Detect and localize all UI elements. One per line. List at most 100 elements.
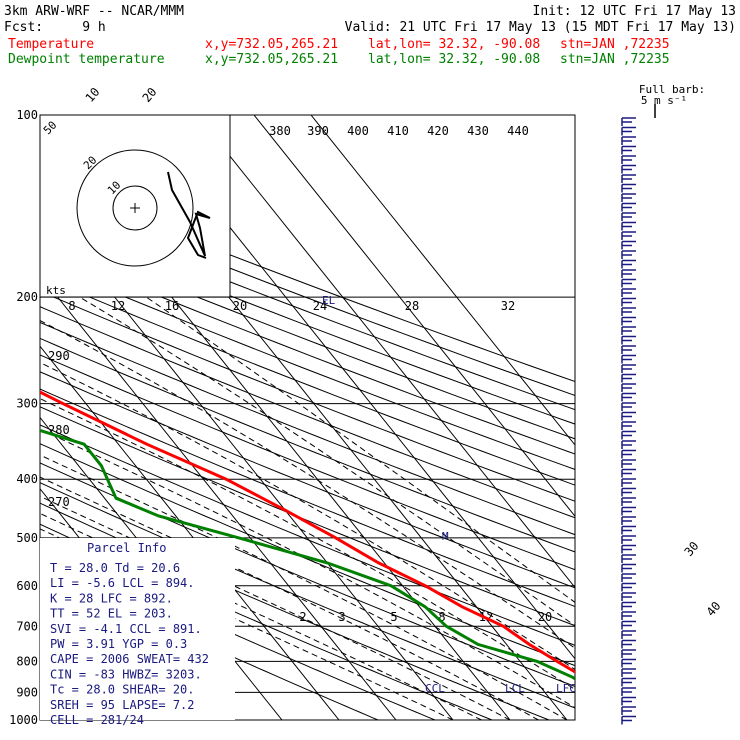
dry-adiabat	[40, 246, 575, 455]
pressure-label: 100	[16, 108, 38, 122]
hodograph-trace	[167, 171, 211, 259]
mixing-ratio-label: 2	[299, 610, 306, 624]
lcl-annotation: LCL	[505, 682, 525, 695]
pressure-label: 700	[16, 619, 38, 633]
legend-dewpoint-label: Dewpoint temperature	[8, 52, 165, 67]
dry-adiabat	[40, 275, 575, 486]
legend-temperature-stn: stn=JAN ,72235	[560, 37, 670, 52]
init-time: Init: 12 UTC Fri 17 May 13	[533, 4, 737, 19]
isotherm	[40, 345, 340, 720]
temperature-line	[40, 390, 575, 674]
parcel-info-row: T = 28.0 Td = 20.6	[50, 561, 180, 575]
forecast-hour: Fcst: 9 h	[4, 20, 106, 35]
pressure-label: 1000	[9, 713, 38, 727]
parcel-info-row: K = 28 LFC = 892.	[50, 591, 173, 605]
parcel-info-row: CIN = -83 HWBZ= 3203.	[50, 667, 202, 681]
pressure-label: 400	[16, 472, 38, 486]
dry-adiabat	[40, 462, 575, 688]
legend-temperature-label: Temperature	[8, 37, 94, 52]
mixing-ratio-label: 20	[233, 299, 247, 313]
el-annotation: EL	[322, 294, 336, 307]
legend-dewpoint-xy: x,y=732.05,265.21	[205, 52, 338, 67]
valid-time: Valid: 21 UTC Fri 17 May 13 (15 MDT Fri …	[345, 20, 736, 35]
moist-adiabat	[146, 296, 575, 603]
pressure-label: 200	[16, 290, 38, 304]
isotherm	[196, 115, 575, 589]
legend-dewpoint-latlon: lat,lon= 32.32, -90.08	[368, 52, 540, 67]
barb-title-line2: 5 m s⁻¹	[641, 94, 687, 107]
legend-temperature-xy: x,y=732.05,265.21	[205, 37, 338, 52]
theta-left-label: 270	[48, 495, 70, 509]
dry-adiabat	[40, 337, 575, 553]
legend-dewpoint: Dewpoint temperature x,y=732.05,265.21 l…	[8, 52, 670, 67]
isotherm-label: 40	[704, 599, 724, 619]
dry-adiabat	[40, 567, 379, 720]
isotherm	[310, 115, 575, 446]
axis-labels: 10 20 30 40 100 200 300 400 500 600 700 800 900 1000 3…	[9, 85, 723, 727]
isotherm-label: 20	[140, 85, 160, 105]
parcel-info-title: Parcel Info	[87, 541, 166, 555]
isotherm	[40, 274, 397, 720]
parcel-info-row: TT = 52 EL = 203.	[50, 607, 173, 621]
pressure-label: 300	[16, 397, 38, 411]
moist-adiabat	[40, 398, 575, 690]
legend-dewpoint-stn: stn=JAN ,72235	[560, 52, 670, 67]
dry-adiabat	[40, 388, 575, 608]
parcel-info-row: LI = -5.6 LCL = 894.	[50, 576, 195, 590]
isotherm-label: 30	[682, 539, 702, 559]
parcel-info-row: PW = 3.91 YGP = 0.3	[50, 637, 187, 651]
dry-adiabat	[40, 321, 575, 536]
parcel-info-row: CAPE = 2006 SWEAT= 432	[50, 652, 209, 666]
theta-label: 380	[269, 124, 291, 138]
hodograph: 20 10 50 kts	[39, 114, 231, 298]
lfc-annotation: LFC	[556, 682, 576, 695]
mixing-ratio-label: 5	[390, 610, 397, 624]
pressure-label: 800	[16, 654, 38, 668]
pressure-label: 900	[16, 685, 38, 699]
theta-left-label: 290	[48, 349, 70, 363]
dry-adiabat	[40, 424, 575, 646]
legend-temperature-latlon: lat,lon= 32.32, -90.08	[368, 37, 540, 52]
isotherm-label: 10	[83, 85, 103, 105]
isotherm	[253, 115, 575, 518]
theta-label: 410	[387, 124, 409, 138]
dry-adiabat	[40, 306, 575, 519]
dry-adiabat	[40, 218, 575, 425]
mixing-ratio-label: 8	[68, 299, 75, 313]
mixing-ratio-label: 20	[538, 610, 552, 624]
mixing-ratio-label: 16	[165, 299, 179, 313]
m-annotation: M	[442, 530, 449, 543]
dry-adiabat	[40, 178, 575, 383]
dry-adiabat	[40, 261, 575, 470]
parcel-info-row: CELL = 281/24	[50, 713, 144, 727]
dry-adiabat	[40, 192, 575, 396]
dry-adiabat	[40, 205, 575, 411]
plot-border	[39, 114, 576, 721]
mixing-ratio-label: 24	[313, 299, 327, 313]
ccl-annotation: CCL	[425, 682, 445, 695]
dry-adiabat	[40, 354, 575, 571]
mixing-ratio-label: 32	[501, 299, 515, 313]
mixing-ratio-label: 28	[405, 299, 419, 313]
theta-label: 420	[427, 124, 449, 138]
theta-label: 400	[347, 124, 369, 138]
parcel-info-row: SREH = 95 LAPSE= 7.2	[50, 698, 195, 712]
mixing-ratio-label: 8	[438, 610, 445, 624]
mixing-ratio-label: 12	[111, 299, 125, 313]
barb-title-line1: Full barb:	[639, 83, 705, 96]
theta-label: 390	[307, 124, 329, 138]
moist-adiabat	[40, 495, 511, 720]
legend-temperature: Temperature x,y=732.05,265.21 lat,lon= 3…	[8, 37, 670, 52]
model-title: 3km ARW-WRF -- NCAR/MMM	[4, 4, 184, 19]
theta-label: 440	[507, 124, 529, 138]
parcel-info-row: SVI = -4.1 CCL = 891.	[50, 622, 202, 636]
dry-adiabat	[40, 232, 575, 440]
pressure-label: 600	[16, 579, 38, 593]
wind-barbs	[621, 104, 656, 725]
parcel-info-row: Tc = 28.0 SHEAR= 20.	[50, 683, 195, 697]
theta-label: 430	[467, 124, 489, 138]
mixing-ratio-label: 3	[338, 610, 345, 624]
dry-adiabat	[40, 371, 575, 589]
dry-adiabat	[40, 290, 575, 502]
